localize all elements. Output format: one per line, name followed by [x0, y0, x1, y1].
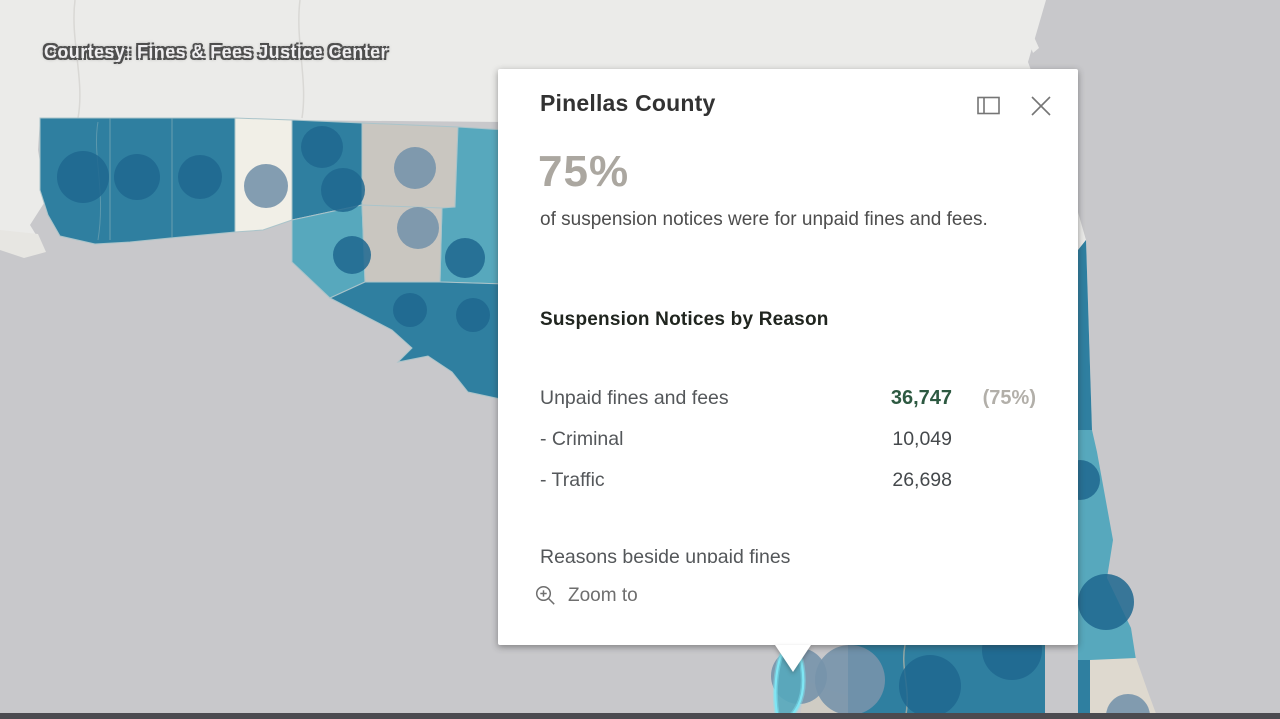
row-label: - Traffic — [540, 469, 605, 491]
feature-popup: Pinellas County 75% of suspension notice… — [498, 69, 1078, 672]
courtesy-watermark: Courtesy: Fines & Fees Justice Center — [44, 42, 388, 62]
dock-button[interactable] — [976, 93, 1002, 119]
section-heading: Suspension Notices by Reason — [540, 309, 829, 330]
table-row: - Criminal 10,049 — [540, 428, 1036, 469]
magnifier-plus-icon — [535, 585, 555, 605]
table-row: Unpaid fines and fees 36,747 (75%) — [540, 387, 1036, 428]
table-row: - Traffic 26,698 — [540, 469, 1036, 510]
row-percent: (75%) — [982, 387, 1036, 409]
coastal-island — [1027, 28, 1039, 53]
clipped-scroll-text: Reasons beside unpaid fines — [540, 546, 791, 563]
peninsula-counties[interactable] — [1060, 240, 1158, 719]
popup-pointer-tail — [775, 645, 811, 672]
row-value: 36,747 — [890, 387, 952, 409]
zoom-to-button[interactable]: Zoom to — [530, 582, 642, 610]
row-value: 10,049 — [892, 428, 952, 450]
coastal-spit — [0, 230, 46, 258]
letterbox-bar — [0, 713, 1280, 719]
state-boundary-line — [73, 0, 81, 119]
row-value: 26,698 — [892, 469, 952, 491]
stat-description: of suspension notices were for unpaid fi… — [540, 209, 988, 230]
close-button[interactable] — [1028, 93, 1054, 119]
stat-value: 75% — [538, 147, 630, 196]
zoom-to-label: Zoom to — [568, 585, 638, 606]
dock-icon — [977, 96, 1000, 115]
county-bubbles-panhandle[interactable] — [57, 126, 490, 332]
row-label: Unpaid fines and fees — [540, 387, 729, 409]
popup-title: Pinellas County — [540, 90, 716, 116]
close-icon — [1031, 96, 1051, 116]
reason-table: Unpaid fines and fees 36,747 (75%) - Cri… — [540, 387, 1036, 510]
state-boundary-line — [298, 0, 305, 119]
row-label: - Criminal — [540, 428, 624, 450]
